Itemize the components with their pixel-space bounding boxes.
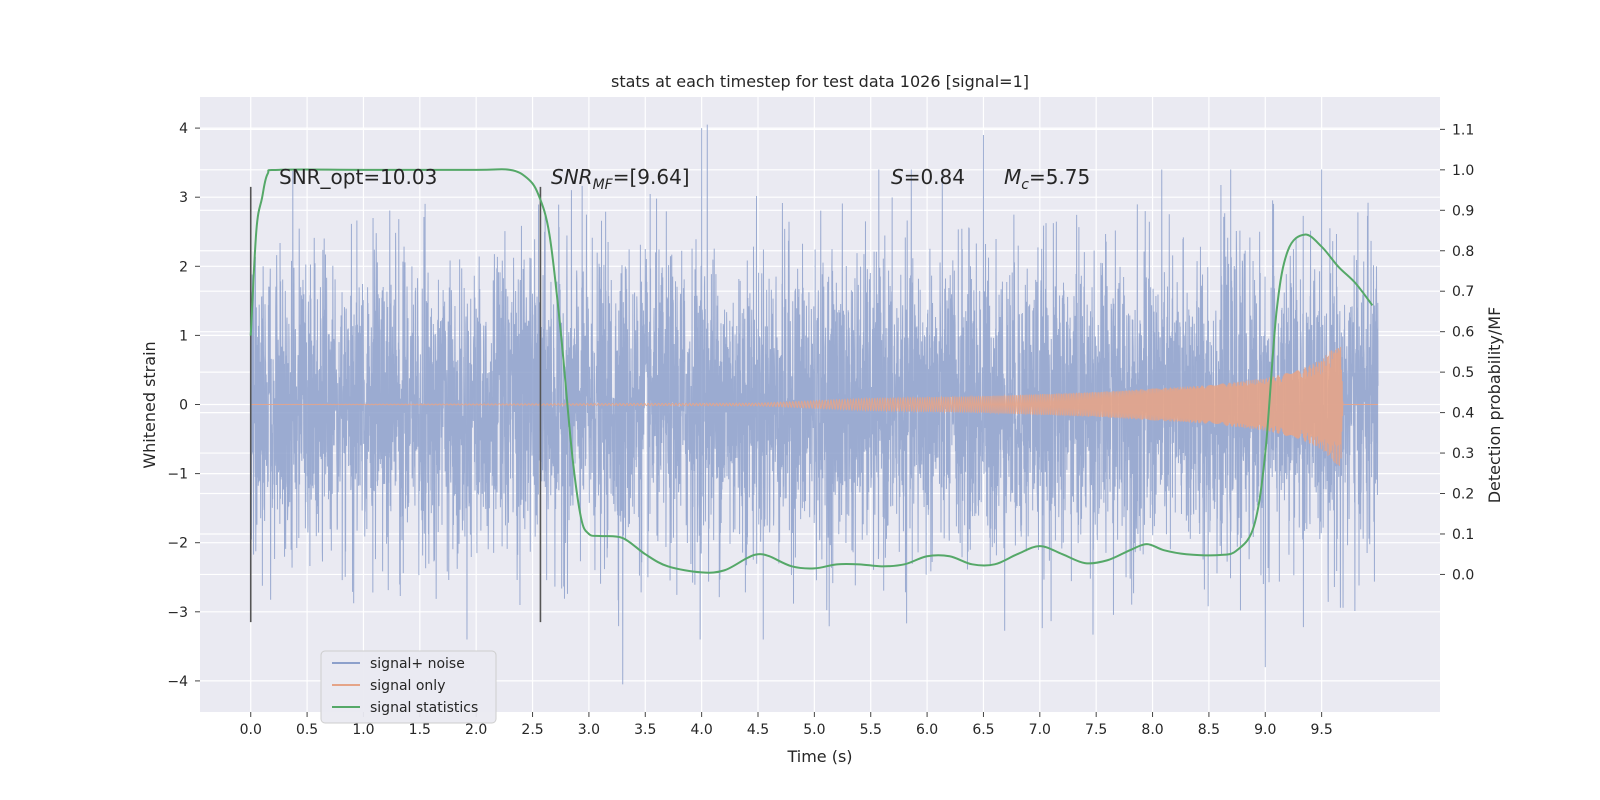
y-tick-label: −2 (167, 536, 188, 552)
y-tick-label: 3 (179, 190, 188, 206)
signal-statistics-series (249, 168, 1374, 574)
signal-noise-line (250, 124, 1379, 685)
signal-statistics-line (249, 168, 1374, 574)
annotation-s: S=0.84 (891, 165, 965, 189)
y2-tick-label: 0.9 (1452, 203, 1474, 219)
x-tick-label: 3.5 (634, 722, 656, 738)
annotation-mc: Mc=5.75 (1004, 165, 1090, 193)
annotation-snr-opt: SNR_opt=10.03 (279, 165, 437, 189)
signal-only-line (250, 346, 1378, 466)
x-tick-label: 7.5 (1085, 722, 1107, 738)
legend: signal+ noise signal only signal statist… (320, 650, 497, 724)
y2-tick-label: 0.5 (1452, 365, 1474, 381)
snr-mf-symbol: SNR (551, 165, 593, 189)
signal-noise-series (250, 124, 1379, 685)
y2-axis-ticks: 1.1 1.0 0.9 0.8 0.7 0.6 0.5 0.4 0.3 0.2 0.1 0.0 (1440, 122, 1474, 583)
x-tick-label: 9.5 (1311, 722, 1333, 738)
annotation-snr-mf: SNRMF=[9.64] (551, 165, 690, 193)
x-tick-label: 8.0 (1141, 722, 1163, 738)
legend-box (320, 650, 497, 724)
x-tick-label: 7.0 (1029, 722, 1051, 738)
y2-tick-label: 1.1 (1452, 122, 1474, 138)
x-tick-label: 1.0 (352, 722, 374, 738)
x-tick-label: 3.0 (578, 722, 600, 738)
y2-tick-label: 1.0 (1452, 163, 1474, 179)
vertical-markers (249, 186, 542, 623)
s-symbol: S (891, 165, 904, 189)
mc-value: =5.75 (1029, 165, 1090, 189)
y-tick-label: 2 (179, 259, 188, 275)
x-tick-label: 5.0 (803, 722, 825, 738)
x-tick-label: 4.0 (691, 722, 713, 738)
mc-symbol: M (1004, 165, 1021, 189)
y2-tick-label: 0.4 (1452, 406, 1474, 422)
y2-axis-label: Detection probability/MF (1485, 307, 1504, 504)
x-tick-label: 9.0 (1254, 722, 1276, 738)
mc-subscript: c (1021, 177, 1029, 193)
legend-label-signal-only: signal only (370, 678, 445, 694)
x-tick-label: 5.5 (860, 722, 882, 738)
y2-tick-label: 0.2 (1452, 487, 1474, 503)
y-axis-label: Whitened strain (140, 341, 159, 468)
y-axis-ticks: 4 3 2 1 0 −1 −2 −3 −4 (167, 121, 200, 690)
x-tick-label: 1.5 (409, 722, 431, 738)
y-tick-label: 0 (179, 398, 188, 414)
x-tick-label: 4.5 (747, 722, 769, 738)
y2-tick-label: 0.1 (1452, 527, 1474, 543)
legend-label-signal-noise: signal+ noise (370, 656, 465, 672)
snr-mf-subscript: MF (593, 177, 614, 193)
x-tick-label: 8.5 (1198, 722, 1220, 738)
y2-tick-label: 0.8 (1452, 244, 1474, 260)
snr-mf-value: =[9.64] (613, 165, 690, 189)
y-tick-label: 1 (179, 328, 188, 344)
y2-tick-label: 0.6 (1452, 325, 1474, 341)
y2-tick-label: 0.7 (1452, 284, 1474, 300)
y2-tick-label: 0.0 (1452, 567, 1474, 583)
y-tick-label: −4 (167, 674, 188, 690)
y-tick-label: 4 (179, 121, 188, 137)
s-value: =0.84 (904, 165, 965, 189)
legend-label-signal-statistics: signal statistics (370, 700, 478, 716)
x-tick-label: 6.0 (916, 722, 938, 738)
x-tick-label: 6.5 (972, 722, 994, 738)
signal-only-series (250, 346, 1378, 466)
x-tick-label: 0.0 (240, 722, 262, 738)
x-tick-label: 2.5 (521, 722, 543, 738)
x-tick-label: 0.5 (296, 722, 318, 738)
x-tick-label: 2.0 (465, 722, 487, 738)
x-axis-ticks: 0.0 0.5 1.0 1.5 2.0 2.5 3.0 3.5 4.0 4.5 5.0 5.5 6.0 6… (240, 712, 1333, 738)
y-tick-label: −1 (167, 467, 188, 483)
chart-title: stats at each timestep for test data 102… (611, 72, 1029, 91)
y-tick-label: −3 (167, 605, 188, 621)
x-axis-label: Time (s) (786, 747, 852, 766)
y2-tick-label: 0.3 (1452, 446, 1474, 462)
